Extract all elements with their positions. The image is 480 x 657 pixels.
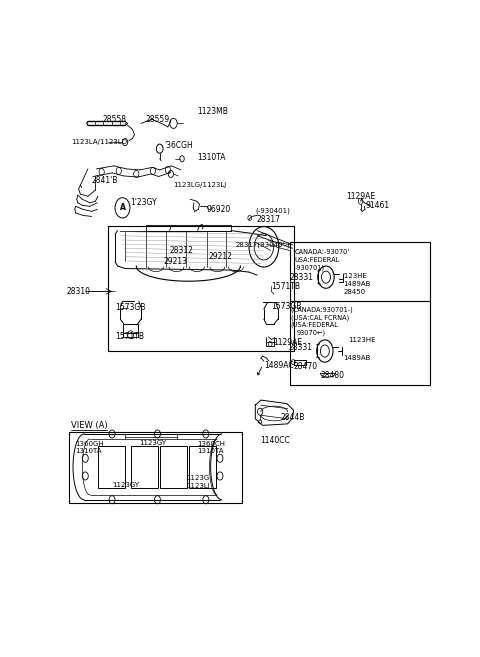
Text: (CANADA:930701-): (CANADA:930701-) xyxy=(290,307,353,313)
Text: 1123GY: 1123GY xyxy=(112,482,139,488)
Text: A: A xyxy=(120,204,125,212)
Text: 28331: 28331 xyxy=(289,344,313,352)
Text: 1'23GY: 1'23GY xyxy=(131,198,157,207)
Bar xyxy=(190,446,216,487)
Text: 1573GB: 1573GB xyxy=(271,302,301,311)
Text: 1489AB: 1489AB xyxy=(344,281,371,287)
Text: '36CGH: '36CGH xyxy=(164,141,193,150)
Text: 2844B: 2844B xyxy=(280,413,305,422)
Bar xyxy=(160,446,187,487)
Bar xyxy=(290,242,430,302)
Text: (USA:CAL FCRNA): (USA:CAL FCRNA) xyxy=(290,314,349,321)
Text: 28317: 28317 xyxy=(256,215,280,224)
Text: 96920: 96920 xyxy=(207,205,231,214)
Text: -930701): -930701) xyxy=(294,265,324,271)
Text: 28450: 28450 xyxy=(344,289,366,296)
Text: 1573GB: 1573GB xyxy=(115,303,145,312)
Text: 28470: 28470 xyxy=(293,362,317,371)
Text: 1489AC: 1489AC xyxy=(264,361,293,370)
Text: 1571TB: 1571TB xyxy=(115,332,144,342)
Bar xyxy=(290,302,430,385)
Text: 28312: 28312 xyxy=(170,246,193,256)
Text: VIEW (A): VIEW (A) xyxy=(71,421,108,430)
Text: 1360CH: 1360CH xyxy=(197,441,225,447)
Text: 29212: 29212 xyxy=(209,252,233,261)
Text: 1123MB: 1123MB xyxy=(198,107,228,116)
Text: 28317(93040'-): 28317(93040'-) xyxy=(236,242,290,248)
Text: 1489AB: 1489AB xyxy=(344,355,371,361)
Bar xyxy=(98,446,125,487)
Text: 1129AE: 1129AE xyxy=(273,338,302,348)
Text: 29213: 29213 xyxy=(163,258,187,267)
Bar xyxy=(108,225,294,351)
Text: 28331: 28331 xyxy=(290,273,314,282)
Bar xyxy=(69,432,242,503)
Text: 28310: 28310 xyxy=(67,287,91,296)
Text: 1123LJ: 1123LJ xyxy=(186,483,209,489)
Text: 93070←): 93070←) xyxy=(296,330,325,336)
Text: 1310TA: 1310TA xyxy=(75,448,101,454)
Text: '123HE: '123HE xyxy=(343,273,368,279)
Text: 1129AE: 1129AE xyxy=(347,192,375,200)
Text: 1123LA/1123LD: 1123LA/1123LD xyxy=(71,139,127,145)
Text: 1360GH: 1360GH xyxy=(75,441,104,447)
Text: 91461: 91461 xyxy=(365,201,389,210)
Text: 1310TA: 1310TA xyxy=(197,448,223,454)
Text: 1310TA: 1310TA xyxy=(197,153,226,162)
Text: CANADA:-93070': CANADA:-93070' xyxy=(294,249,349,255)
Text: 1123GY: 1123GY xyxy=(139,440,166,446)
Text: 28559: 28559 xyxy=(145,115,170,124)
Bar xyxy=(132,446,158,487)
Text: 1123LG/1123LJ: 1123LG/1123LJ xyxy=(173,182,227,188)
Text: (-930401): (-930401) xyxy=(255,207,290,214)
Text: (USA:FEDERAL: (USA:FEDERAL xyxy=(290,322,338,328)
Text: USA:FEDERAL: USA:FEDERAL xyxy=(294,257,340,263)
Text: 1123G: 1123G xyxy=(186,476,209,482)
Text: 1571TB: 1571TB xyxy=(271,282,300,291)
Text: 28558: 28558 xyxy=(103,115,127,124)
Text: 2841'B: 2841'B xyxy=(92,175,118,185)
Text: 28480: 28480 xyxy=(321,371,344,380)
Text: 1123HE: 1123HE xyxy=(348,338,376,344)
Text: 1140CC: 1140CC xyxy=(260,436,290,445)
